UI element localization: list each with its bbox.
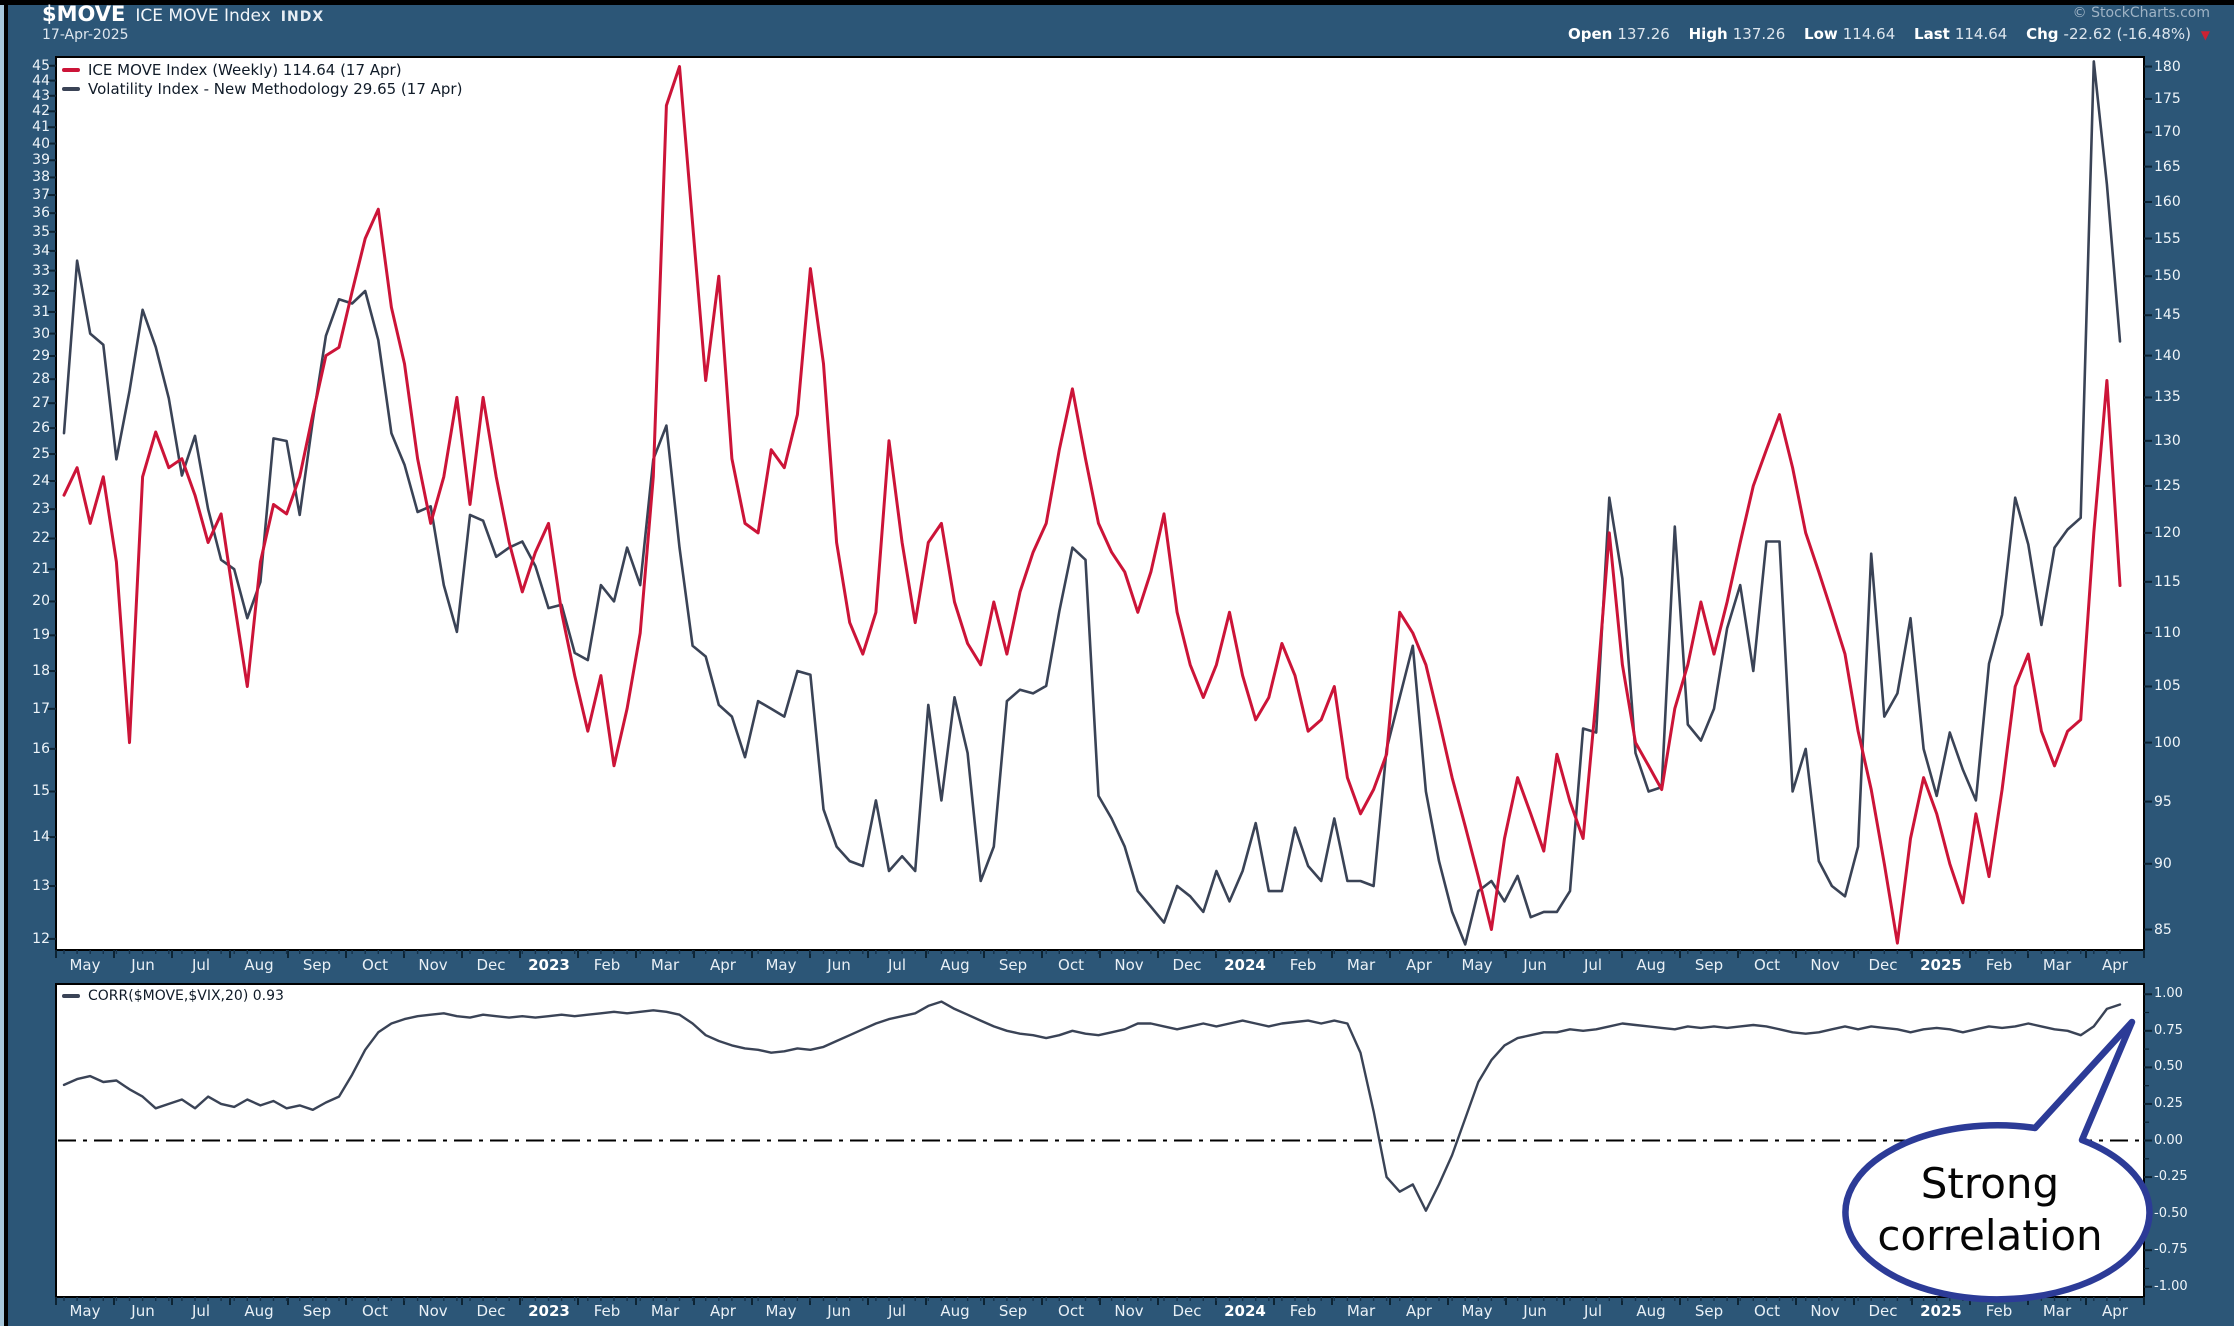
annotation-line2: correlation bbox=[1877, 1211, 2103, 1260]
corr-line bbox=[62, 1000, 2122, 1212]
vix-legend-row: Volatility Index - New Methodology 29.65… bbox=[62, 79, 462, 98]
vix-legend-label: Volatility Index - New Methodology 29.65… bbox=[88, 79, 463, 98]
symbol-name: ICE MOVE Index bbox=[135, 6, 271, 26]
annotation-bubble bbox=[1842, 1018, 2153, 1303]
corr-legend: CORR($MOVE,$VIX,20) 0.93 bbox=[62, 988, 284, 1004]
low-value: 114.64 bbox=[1842, 25, 1896, 43]
open-value: 137.26 bbox=[1617, 25, 1670, 43]
exchange-label: INDX bbox=[280, 9, 325, 25]
change-down-arrow-icon: ▼ bbox=[2200, 28, 2210, 42]
corr-legend-label: CORR($MOVE,$VIX,20) 0.93 bbox=[88, 988, 284, 1004]
last-value: 114.64 bbox=[1954, 25, 2008, 43]
change-value: -22.62 (-16.48%) bbox=[2063, 25, 2191, 43]
last-label: Last bbox=[1914, 25, 1950, 43]
annotation-bubble-text: Strong correlation bbox=[1838, 1158, 2142, 1262]
move-line bbox=[62, 65, 2122, 945]
move-series-swatch-icon bbox=[62, 67, 80, 72]
quote-summary: Open 137.26 High 137.26 Low 114.64 Last 114.… bbox=[1568, 25, 2210, 43]
copyright-label: © StockCharts.com bbox=[2072, 5, 2210, 21]
vix-line bbox=[62, 60, 2122, 946]
move-legend-row: ICE MOVE Index (Weekly) 114.64 (17 Apr) bbox=[62, 60, 462, 79]
low-label: Low bbox=[1804, 25, 1838, 43]
corr-series-swatch-icon bbox=[62, 994, 80, 998]
change-label: Chg bbox=[2026, 25, 2059, 43]
chart-header: $MOVE ICE MOVE Index INDX bbox=[42, 2, 324, 26]
vix-series-swatch-icon bbox=[62, 86, 80, 91]
high-value: 137.26 bbox=[1732, 25, 1786, 43]
annotation-line1: Strong bbox=[1920, 1159, 2060, 1208]
main-legend: ICE MOVE Index (Weekly) 114.64 (17 Apr) … bbox=[62, 60, 462, 98]
chart-date: 17-Apr-2025 bbox=[42, 27, 129, 43]
move-legend-label: ICE MOVE Index (Weekly) 114.64 (17 Apr) bbox=[88, 60, 402, 79]
open-label: Open bbox=[1568, 25, 1613, 43]
high-label: High bbox=[1688, 25, 1728, 43]
symbol: $MOVE bbox=[42, 2, 126, 26]
